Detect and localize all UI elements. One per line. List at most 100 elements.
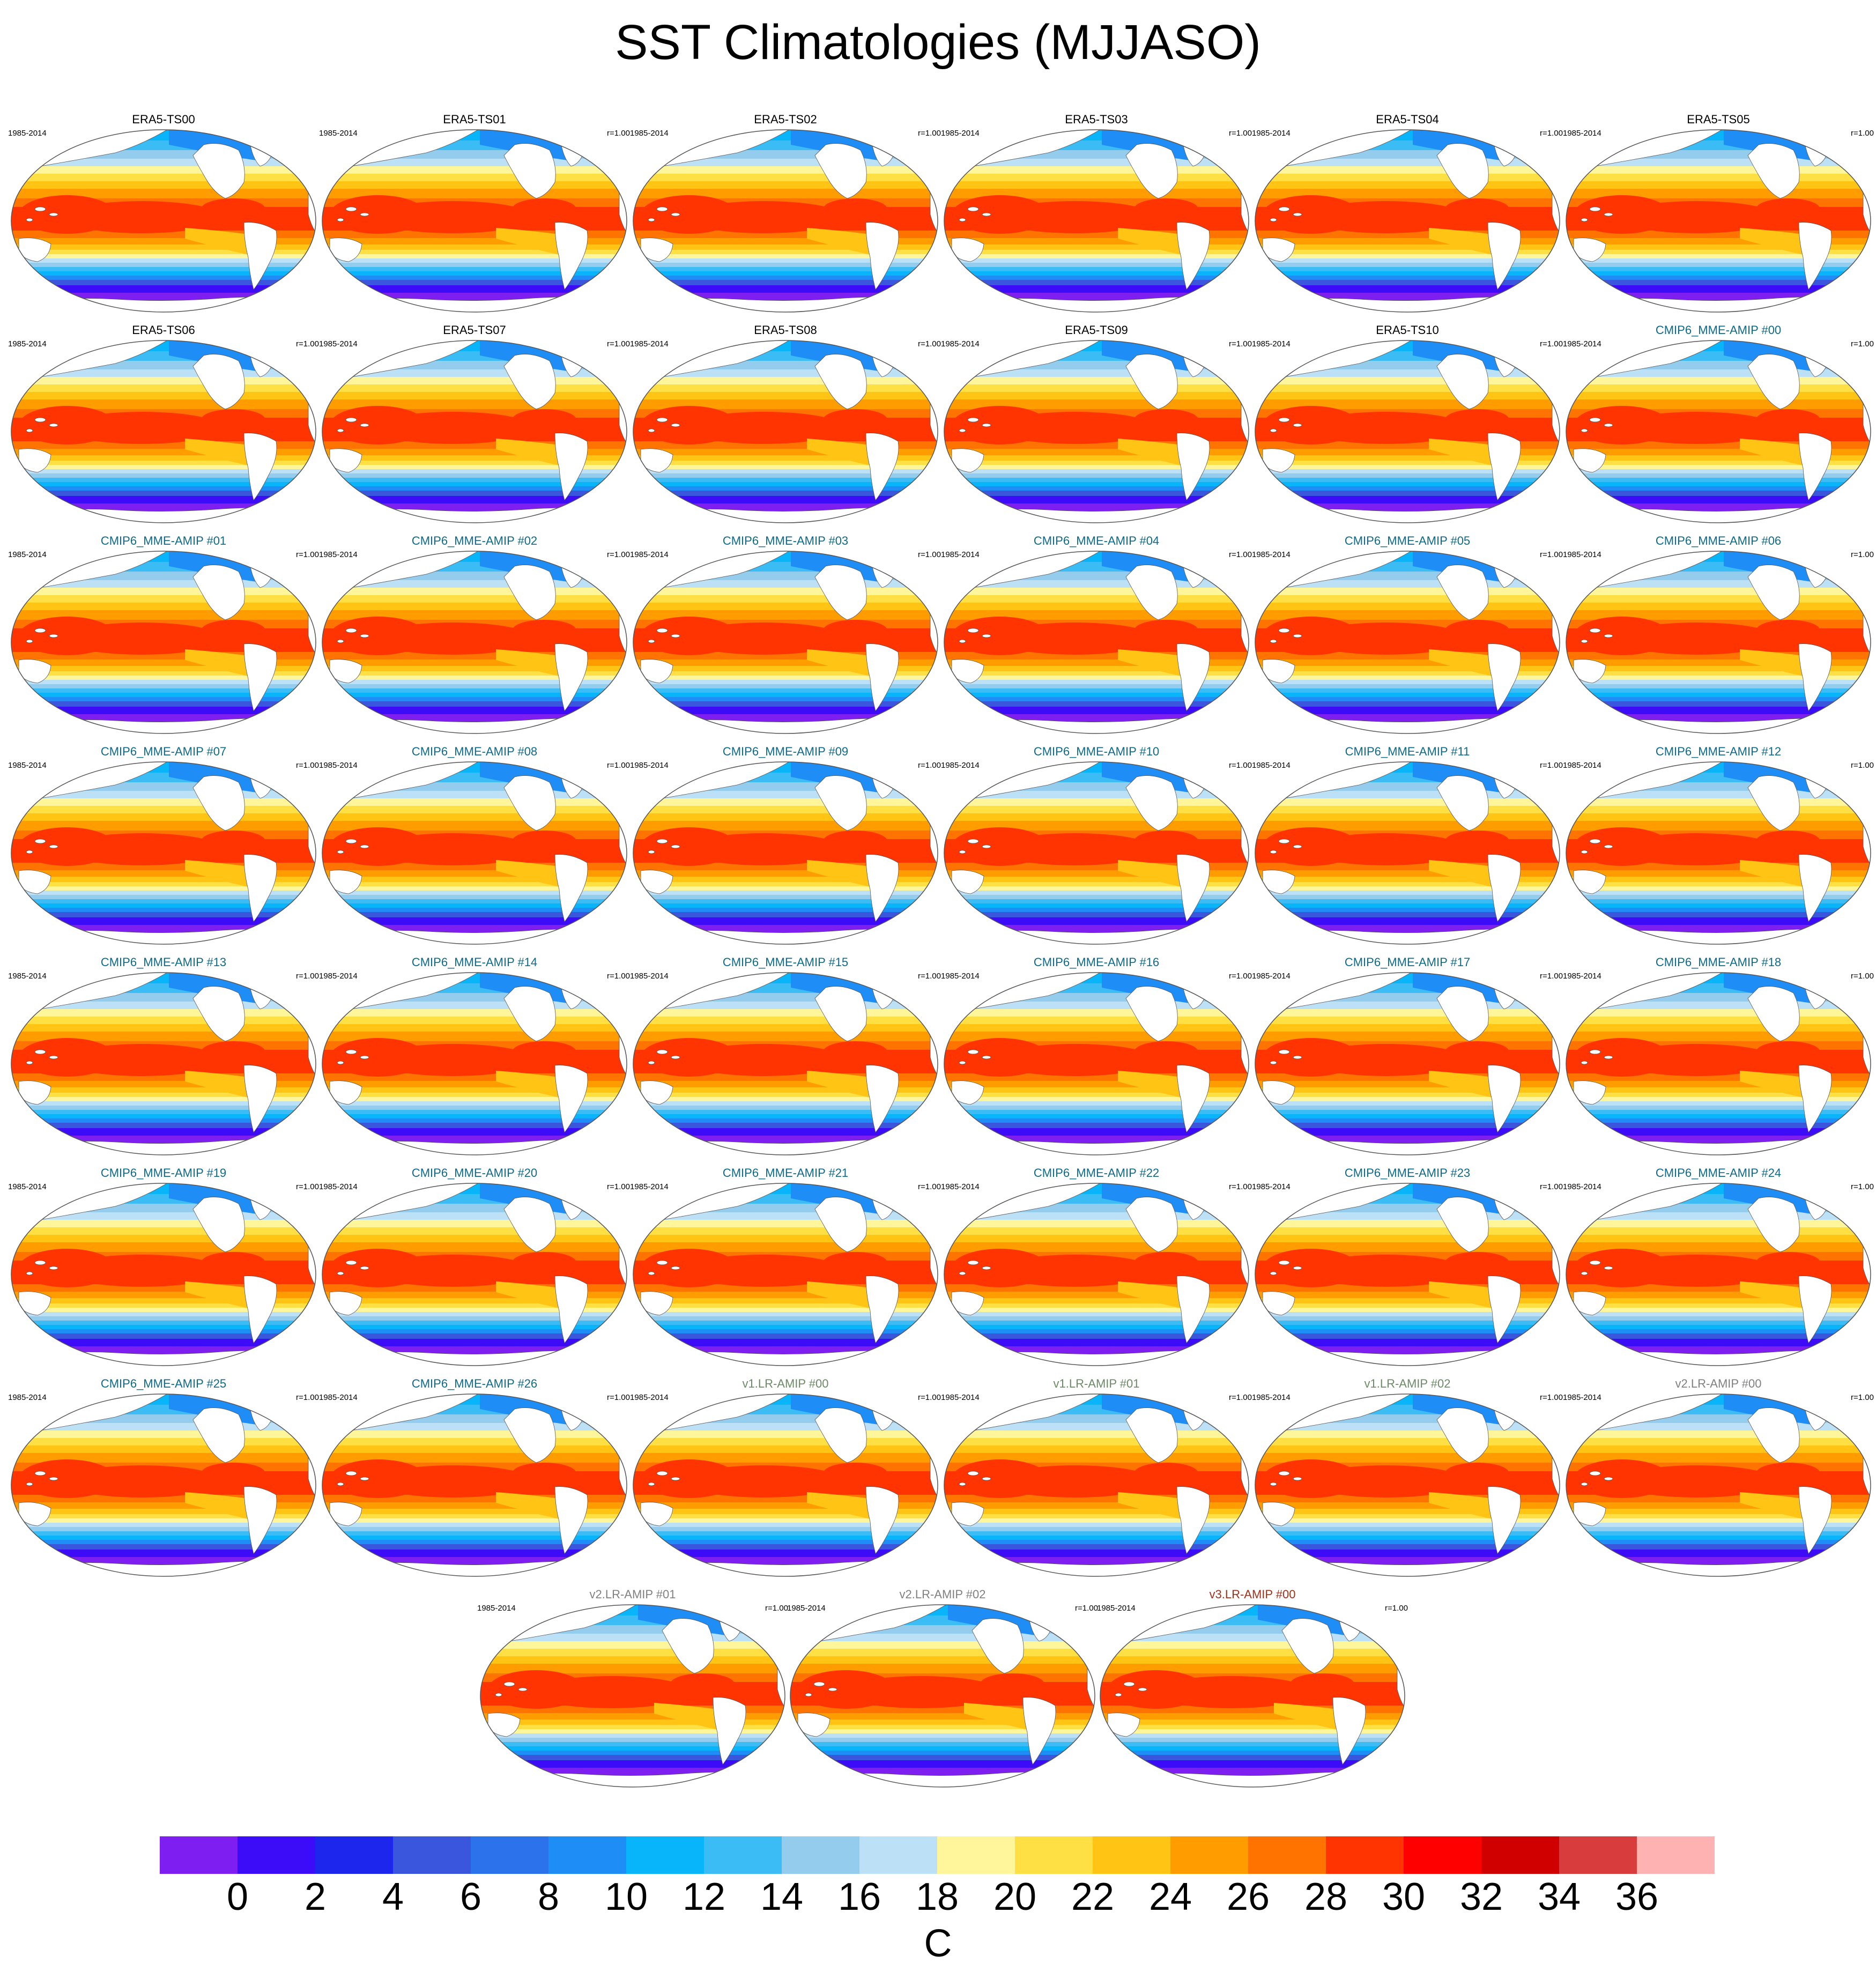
colorbar-segment xyxy=(471,1836,549,1874)
panel-period-label: 1985-2014 xyxy=(1097,1604,1136,1613)
panel-title: ERA5-TS02 xyxy=(754,113,817,126)
panel-period-label: 1985-2014 xyxy=(319,339,358,349)
sst-map xyxy=(11,1393,316,1577)
panel-period-label: 1985-2014 xyxy=(941,1393,980,1402)
panel-title: v1.LR-AMIP #02 xyxy=(1364,1377,1451,1390)
sst-field xyxy=(944,973,1249,1155)
map-panel: CMIP6_MME-AMIP #24 1985-2014 r=1.00 xyxy=(1563,1166,1874,1367)
panel-title: CMIP6_MME-AMIP #26 xyxy=(411,1377,538,1390)
panel-period-label: 1985-2014 xyxy=(630,550,669,559)
panel-period-label: 1985-2014 xyxy=(319,129,358,138)
sst-map xyxy=(1566,551,1871,734)
colorbar-tick-label: 2 xyxy=(304,1875,327,1918)
sst-field xyxy=(11,762,316,944)
panel-title: CMIP6_MME-AMIP #15 xyxy=(722,955,849,969)
sst-map xyxy=(322,972,627,1155)
panel-period-label: 1985-2014 xyxy=(1252,1393,1291,1402)
sst-map xyxy=(11,129,316,313)
map-panel: CMIP6_MME-AMIP #10 1985-2014 r=1.00 xyxy=(941,745,1252,946)
colorbar-tick-label: 8 xyxy=(537,1875,560,1918)
sst-field xyxy=(480,1605,785,1787)
panel-correlation-label: r=1.00 xyxy=(607,339,630,349)
panel-period-label: 1985-2014 xyxy=(319,972,358,981)
sst-map xyxy=(11,551,316,734)
sst-map xyxy=(944,551,1249,734)
colorbar-tick-label: 22 xyxy=(1071,1875,1115,1918)
sst-map xyxy=(11,761,316,945)
sst-field xyxy=(11,1394,316,1576)
map-panel: ERA5-TS02 1985-2014 r=1.00 xyxy=(630,113,941,314)
panel-period-label: 1985-2014 xyxy=(319,550,358,559)
panel-correlation-label: r=1.00 xyxy=(918,761,941,770)
panel-correlation-label: r=1.00 xyxy=(918,339,941,349)
colorbar-tick-label: 4 xyxy=(382,1875,404,1918)
sst-map xyxy=(480,1604,785,1788)
colorbar-segment xyxy=(626,1836,705,1874)
panel-title: CMIP6_MME-AMIP #24 xyxy=(1655,1166,1782,1180)
sst-field xyxy=(1255,130,1560,312)
colorbar-segment xyxy=(1170,1836,1249,1874)
panel-period-label: 1985-2014 xyxy=(1563,972,1601,981)
panel-title: CMIP6_MME-AMIP #20 xyxy=(411,1166,538,1180)
sst-map xyxy=(633,1183,938,1366)
sst-field xyxy=(1566,973,1871,1155)
panel-correlation-label: r=1.00 xyxy=(1229,1182,1252,1191)
panel-title: CMIP6_MME-AMIP #23 xyxy=(1344,1166,1471,1180)
map-panel: ERA5-TS10 1985-2014 r=1.00 xyxy=(1252,323,1563,524)
sst-map xyxy=(633,972,938,1155)
sst-map xyxy=(633,1393,938,1577)
sst-map xyxy=(1255,1393,1560,1577)
panel-title: CMIP6_MME-AMIP #13 xyxy=(100,955,227,969)
panel-correlation-label: r=1.00 xyxy=(918,129,941,138)
sst-map xyxy=(944,972,1249,1155)
sst-field xyxy=(11,340,316,523)
map-panel: ERA5-TS03 1985-2014 r=1.00 xyxy=(941,113,1252,314)
panel-correlation-label: r=1.00 xyxy=(607,550,630,559)
sst-field xyxy=(322,762,627,944)
sst-map xyxy=(633,129,938,313)
panel-title: CMIP6_MME-AMIP #14 xyxy=(411,955,538,969)
panel-period-label: 1985-2014 xyxy=(8,761,47,770)
panel-correlation-label: r=1.00 xyxy=(296,972,319,981)
panel-period-label: 1985-2014 xyxy=(630,1182,669,1191)
colorbar-tick-label: 10 xyxy=(604,1875,648,1918)
sst-field xyxy=(1566,1183,1871,1366)
colorbar-segment xyxy=(704,1836,782,1874)
sst-field xyxy=(944,130,1249,312)
map-panel: CMIP6_MME-AMIP #20 1985-2014 r=1.00 xyxy=(319,1166,630,1367)
map-panel: ERA5-TS06 1985-2014 r=1.00 xyxy=(8,323,319,524)
colorbar-segment xyxy=(1248,1836,1326,1874)
map-panel: CMIP6_MME-AMIP #05 1985-2014 r=1.00 xyxy=(1252,534,1563,735)
colorbar-tick-label: 0 xyxy=(226,1875,249,1918)
sst-map xyxy=(1566,972,1871,1155)
sst-map xyxy=(1566,761,1871,945)
map-panel: CMIP6_MME-AMIP #13 1985-2014 r=1.00 xyxy=(8,955,319,1156)
colorbar-units-label: C xyxy=(924,1922,952,1965)
colorbar-segment xyxy=(782,1836,860,1874)
sst-map xyxy=(633,551,938,734)
colorbar-tick-label: 14 xyxy=(760,1875,804,1918)
panel-correlation-label: r=1.00 xyxy=(1229,1393,1252,1402)
panel-correlation-label: r=1.00 xyxy=(1540,761,1563,770)
sst-map xyxy=(1255,1183,1560,1366)
colorbar-segment xyxy=(1326,1836,1404,1874)
panel-correlation-label: r=1.00 xyxy=(607,129,630,138)
colorbar-tick-label: 30 xyxy=(1382,1875,1426,1918)
panel-title: CMIP6_MME-AMIP #21 xyxy=(722,1166,849,1180)
panel-title: ERA5-TS05 xyxy=(1687,113,1750,126)
sst-map xyxy=(322,340,627,523)
panel-title: CMIP6_MME-AMIP #25 xyxy=(100,1377,227,1390)
panel-title: CMIP6_MME-AMIP #02 xyxy=(411,534,538,547)
panel-title: v3.LR-AMIP #00 xyxy=(1209,1588,1296,1601)
map-panel: v2.LR-AMIP #00 1985-2014 r=1.00 xyxy=(1563,1377,1874,1578)
panel-period-label: 1985-2014 xyxy=(1252,129,1291,138)
sst-field xyxy=(1255,762,1560,944)
map-panel: CMIP6_MME-AMIP #16 1985-2014 r=1.00 xyxy=(941,955,1252,1156)
map-panel: CMIP6_MME-AMIP #08 1985-2014 r=1.00 xyxy=(319,745,630,946)
sst-map xyxy=(1566,340,1871,523)
panel-correlation-label: r=1.00 xyxy=(918,550,941,559)
sst-field xyxy=(944,1183,1249,1366)
panel-correlation-label: r=1.00 xyxy=(1851,972,1874,981)
map-panel: ERA5-TS09 1985-2014 r=1.00 xyxy=(941,323,1252,524)
panel-title: ERA5-TS07 xyxy=(443,323,506,337)
